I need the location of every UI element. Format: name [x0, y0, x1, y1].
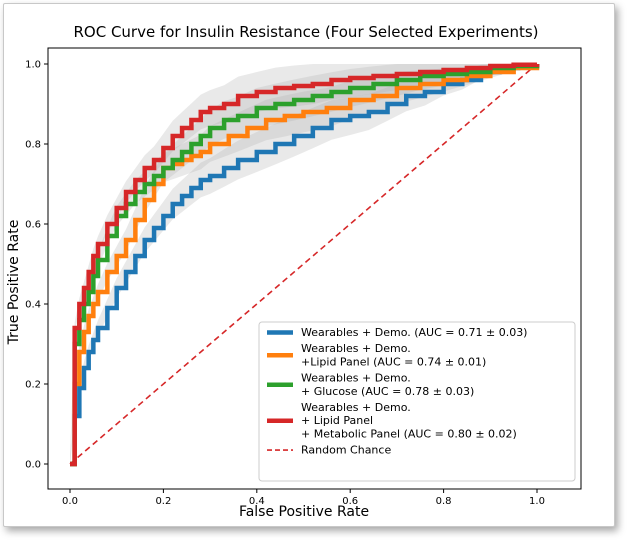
- x-tick-label-2: 0.4: [249, 496, 265, 507]
- legend-label-2-2: +Lipid Panel (AUC = 0.74 ± 0.01): [301, 355, 486, 368]
- y-tick-label-0: 0.0: [25, 460, 41, 471]
- confidence-band-3: [70, 64, 537, 464]
- y-axis-label: True Positive Rate: [6, 220, 22, 346]
- legend-label-2-1: Wearables + Demo.: [301, 342, 411, 355]
- confidence-band-2: [70, 64, 537, 464]
- confidence-band-1: [70, 64, 537, 464]
- series-line-2: [70, 64, 540, 467]
- axes: 0.0 0.2 0.4 0.6 0.8 1.0 0.0 0.2 0.4 0.6 0.8 1.0: [25, 47, 582, 507]
- series-lines: [69, 62, 540, 467]
- legend-label-4-3: + Metabolic Panel (AUC = 0.80 ± 0.02): [301, 427, 517, 440]
- legend-box: [258, 321, 576, 482]
- x-tick-label-5: 1.0: [529, 496, 545, 507]
- random-chance-line: [69, 63, 538, 465]
- legend-label-4-2: + Lipid Panel: [301, 414, 373, 427]
- figure-frame: ROC Curve for Insulin Resistance (Four S…: [3, 3, 615, 527]
- roc-chart: ROC Curve for Insulin Resistance (Four S…: [6, 23, 582, 520]
- y-tick-label-3: 0.6: [25, 220, 41, 231]
- x-tick-label-1: 0.2: [155, 496, 171, 507]
- legend: Wearables + Demo. (AUC = 0.71 ± 0.03) Wea…: [258, 321, 576, 482]
- legend-label-3-2: + Glucose (AUC = 0.78 ± 0.03): [301, 385, 474, 398]
- x-tick-label-4: 0.8: [436, 496, 452, 507]
- x-tick-label-3: 0.6: [342, 496, 358, 507]
- x-axis-label: False Positive Rate: [239, 504, 369, 520]
- series-line-3: [70, 63, 540, 467]
- y-tick-label-5: 1.0: [25, 60, 41, 71]
- y-tick-label-2: 0.4: [25, 300, 41, 311]
- legend-label-5-1: Random Chance: [301, 444, 391, 457]
- legend-label-3-1: Wearables + Demo.: [301, 372, 411, 385]
- legend-label-4-1: Wearables + Demo.: [301, 401, 411, 414]
- confidence-bands: [70, 64, 537, 464]
- series-line-4: [70, 62, 540, 467]
- x-tick-label-0: 0.0: [62, 496, 78, 507]
- plot-frame: [47, 47, 582, 490]
- chart-title: ROC Curve for Insulin Resistance (Four S…: [73, 23, 538, 41]
- y-tick-label-4: 0.8: [25, 140, 41, 151]
- series-line-1: [70, 63, 540, 467]
- y-tick-label-1: 0.2: [25, 380, 41, 391]
- legend-label-1-1: Wearables + Demo. (AUC = 0.71 ± 0.03): [301, 326, 527, 339]
